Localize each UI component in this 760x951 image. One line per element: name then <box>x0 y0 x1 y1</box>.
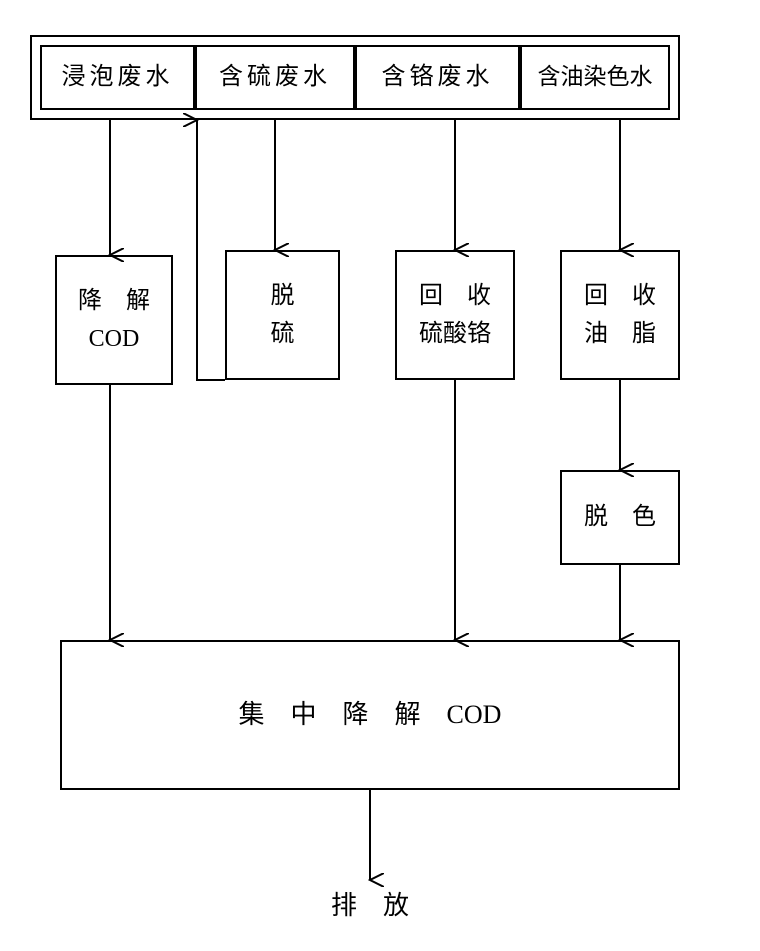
top-box-soak-wastewater: 浸泡废水 <box>40 45 195 110</box>
box-decolorize: 脱 色 <box>560 470 680 565</box>
box-central-degrade-cod: 集 中 降 解 COD <box>60 640 680 790</box>
label-desulfurize: 脱 硫 <box>271 277 295 354</box>
label-discharge: 排 放 <box>290 885 450 925</box>
top-box-chromium-wastewater: 含铬废水 <box>355 45 520 110</box>
edge-e10 <box>197 120 225 380</box>
label-recover-grease: 回 收 油 脂 <box>584 277 656 354</box>
label-soak-wastewater: 浸泡废水 <box>62 58 174 96</box>
label-decolorize: 脱 色 <box>584 498 656 536</box>
label-sulfur-wastewater: 含硫废水 <box>219 58 331 96</box>
top-box-oily-dye-water: 含油染色水 <box>520 45 670 110</box>
label-oily-dye-water: 含油染色水 <box>538 59 653 96</box>
mid-box-recover-grease: 回 收 油 脂 <box>560 250 680 380</box>
label-chromium-wastewater: 含铬废水 <box>382 58 494 96</box>
mid-box-desulfurize: 脱 硫 <box>225 250 340 380</box>
mid-box-recover-chromium-sulfate: 回 收 硫酸铬 <box>395 250 515 380</box>
label-central-degrade-cod: 集 中 降 解 COD <box>239 694 502 736</box>
text-discharge: 排 放 <box>331 891 409 920</box>
label-recover-chromium-sulfate: 回 收 硫酸铬 <box>419 277 491 354</box>
label-degrade-cod: 降 解 COD <box>78 282 150 359</box>
mid-box-degrade-cod: 降 解 COD <box>55 255 173 385</box>
top-box-sulfur-wastewater: 含硫废水 <box>195 45 355 110</box>
